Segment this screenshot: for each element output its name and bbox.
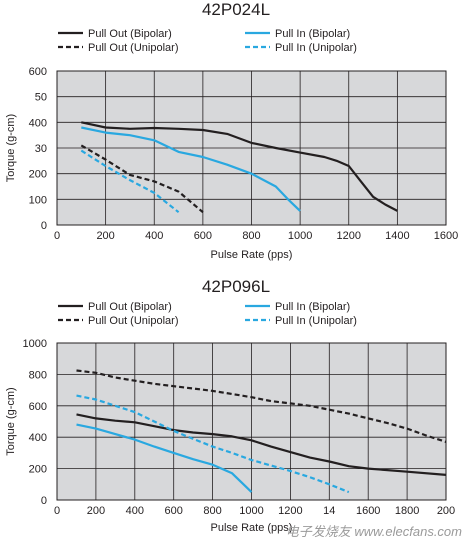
chart-1: 42P024L Pull Out (Bipolar) Pull Out (Unipo… [5, 0, 458, 261]
y-tick-label: 400 [29, 432, 47, 444]
x-tick-label: 800 [203, 505, 221, 517]
x-tick-label: 400 [126, 505, 144, 517]
x-tick-label: 1600 [434, 230, 458, 242]
y-tick-label: 1000 [23, 338, 47, 350]
x-tick-label: 200 [87, 505, 105, 517]
x-tick-label: 14 [323, 505, 335, 517]
y-axis-label: Torque (g-cm) [5, 387, 17, 455]
legend-label: Pull Out (Bipolar) [88, 28, 172, 40]
x-tick-label: 0 [54, 230, 60, 242]
x-tick-label: 600 [165, 505, 183, 517]
x-axis-label: Pulse Rate (pps) [211, 522, 293, 534]
legend-item: Pull Out (Unipolar) [58, 42, 178, 54]
legend-item: Pull In (Bipolar) [245, 301, 350, 313]
y-tick-label: 800 [29, 369, 47, 381]
series-line-2 [76, 369, 447, 443]
legend-label: Pull Out (Unipolar) [88, 42, 178, 54]
y-axis-label: Torque (g-cm) [5, 114, 17, 182]
legend-label: Pull Out (Unipolar) [88, 315, 178, 327]
legend-label: Pull In (Bipolar) [275, 301, 350, 313]
legend-item: Pull In (Unipolar) [245, 315, 357, 327]
y-tick-label: 100 [29, 194, 47, 206]
legend-label: Pull In (Unipolar) [275, 315, 357, 327]
x-tick-label: 1600 [356, 505, 380, 517]
x-tick-label: 1400 [385, 230, 409, 242]
y-tick-label: 30 [35, 143, 47, 155]
series-line-2 [80, 144, 204, 214]
legend-item: Pull Out (Bipolar) [58, 28, 172, 40]
legend-item: Pull Out (Bipolar) [58, 301, 172, 313]
series-line-3 [76, 423, 253, 493]
y-tick-label: 200 [29, 464, 47, 476]
watermark: 电子发烧友 www.elecfans.com [286, 524, 462, 539]
series-line-1 [81, 121, 398, 212]
legend-item: Pull Out (Unipolar) [58, 315, 178, 327]
x-tick-label: 400 [145, 230, 163, 242]
x-tick-label: 0 [54, 505, 60, 517]
series-line-1 [76, 413, 447, 476]
x-tick-label: 1200 [337, 230, 361, 242]
x-tick-label: 600 [194, 230, 212, 242]
series-line-4 [80, 149, 180, 214]
y-tick-label: 0 [41, 220, 47, 232]
x-tick-label: 1000 [239, 505, 263, 517]
x-tick-label: 1000 [288, 230, 312, 242]
legend-item: Pull In (Bipolar) [245, 28, 350, 40]
x-axis-label: Pulse Rate (pps) [211, 249, 293, 261]
chart-title: 42P024L [202, 0, 270, 19]
y-tick-label: 600 [29, 401, 47, 413]
x-tick-label: 200 [96, 230, 114, 242]
chart-2: 42P096L Pull Out (Bipolar) Pull Out (Unipo… [5, 277, 455, 534]
legend-label: Pull In (Unipolar) [275, 42, 357, 54]
x-tick-label: 800 [242, 230, 260, 242]
x-tick-label: 200 [437, 505, 455, 517]
x-tick-label: 1800 [395, 505, 419, 517]
y-tick-label: 400 [29, 117, 47, 129]
y-tick-label: 50 [35, 92, 47, 104]
series-line-3 [81, 126, 301, 212]
legend-label: Pull In (Bipolar) [275, 28, 350, 40]
legend-item: Pull In (Unipolar) [245, 42, 357, 54]
y-tick-label: 200 [29, 169, 47, 181]
y-tick-label: 600 [29, 66, 47, 78]
y-tick-label: 0 [41, 495, 47, 507]
chart-title: 42P096L [202, 277, 270, 296]
legend-label: Pull Out (Bipolar) [88, 301, 172, 313]
x-tick-label: 1200 [278, 505, 302, 517]
series-line-4 [76, 394, 350, 494]
